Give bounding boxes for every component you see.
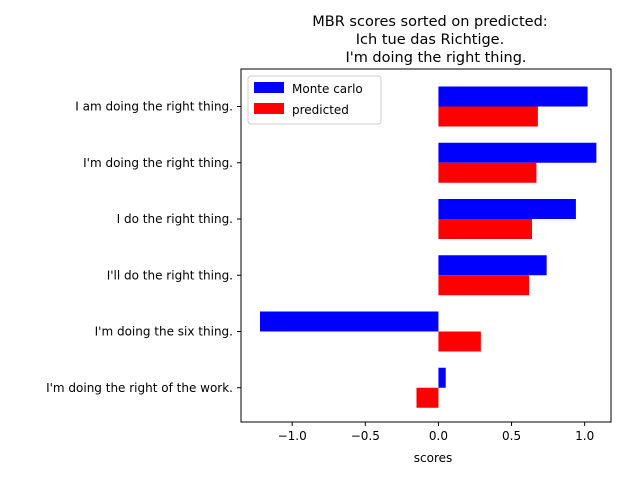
x-tick-label-1: −0.5 [351,429,380,443]
legend: Monte carlo predicted [247,75,382,125]
bar-monte-carlo-5 [438,367,446,388]
title-line-2: Ich tue das Richtige. [356,32,504,48]
plot-area: I am doing the right thing. I'm doing the… [46,86,597,443]
x-tick-label-4: 1.0 [575,429,594,443]
y-tick-label-4: I'm doing the six thing. [95,325,233,339]
legend-swatch-monte-carlo [254,82,284,93]
bar-predicted-3 [438,275,530,296]
bar-monte-carlo-1 [438,142,597,163]
x-tick-label-3: 0.5 [502,429,521,443]
bar-monte-carlo-0 [438,86,588,107]
bar-predicted-1 [438,162,537,183]
y-tick-label-3: I'll do the right thing. [107,268,233,282]
y-tick-label-2: I do the right thing. [117,212,233,226]
legend-label-monte-carlo: Monte carlo [292,82,363,96]
y-tick-label-5: I'm doing the right of the work. [46,381,233,395]
legend-swatch-predicted [254,103,284,114]
x-axis-label: scores [414,451,453,465]
title-line-1: MBR scores sorted on predicted: [312,14,547,30]
bar-predicted-5 [416,387,439,408]
bar-predicted-0 [438,106,538,127]
y-tick-label-1: I'm doing the right thing. [83,156,233,170]
chart-title: MBR scores sorted on predicted: Ich tue … [312,14,547,66]
y-tick-label-0: I am doing the right thing. [75,100,233,114]
bar-monte-carlo-2 [438,199,576,219]
bar-predicted-2 [438,219,533,239]
x-tick-label-2: 0.0 [429,429,448,443]
bar-monte-carlo-4 [260,311,439,332]
bar-monte-carlo-3 [438,255,547,276]
title-line-3: I'm doing the right thing. [345,50,526,66]
axes-frame [240,68,612,423]
legend-label-predicted: predicted [292,103,349,117]
x-tick-label-0: −1.0 [278,429,307,443]
bar-predicted-4 [438,331,481,352]
